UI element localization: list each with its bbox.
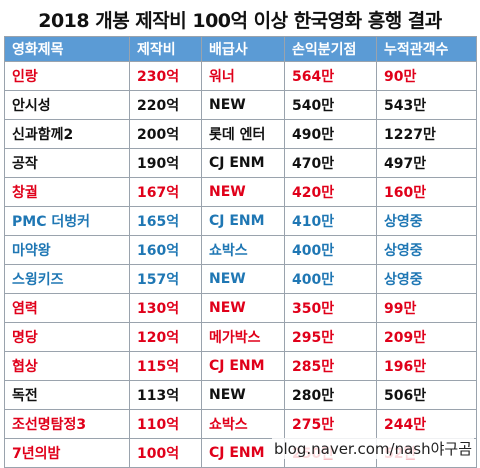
cell-distributor: 롯데 엔터 [201, 119, 285, 149]
table-row: 독전 113억 NEW 280만 506만 [4, 380, 477, 410]
cell-budget: 230억 [129, 61, 202, 91]
watermark: blog.naver.com/nash야구곰 [271, 438, 474, 459]
header-movie-title: 영화제목 [4, 36, 130, 62]
cell-distributor: 워너 [201, 61, 285, 91]
header-budget: 제작비 [129, 36, 202, 62]
cell-distributor: NEW [201, 293, 285, 323]
cell-audience: 543만 [376, 90, 477, 120]
cell-budget: 113억 [129, 380, 202, 410]
cell-budget: 165억 [129, 206, 202, 236]
cell-movie-title: 창궐 [4, 177, 130, 207]
cell-movie-title: 염력 [4, 293, 130, 323]
cell-budget: 100억 [129, 438, 202, 468]
cell-budget: 115억 [129, 351, 202, 381]
cell-distributor: CJ ENM [201, 206, 285, 236]
cell-audience: 상영중 [376, 235, 477, 265]
cell-movie-title: 7년의밤 [4, 438, 130, 468]
cell-distributor: 쇼박스 [201, 235, 285, 265]
table-row: 안시성 220억 NEW 540만 543만 [4, 90, 477, 120]
table-row: 마약왕 160억 쇼박스 400만 상영중 [4, 235, 477, 265]
cell-breakeven: 540만 [284, 90, 377, 120]
cell-movie-title: 신과함께2 [4, 119, 130, 149]
cell-breakeven: 400만 [284, 235, 377, 265]
cell-audience: 90만 [376, 61, 477, 91]
cell-audience: 196만 [376, 351, 477, 381]
cell-audience: 506만 [376, 380, 477, 410]
header-distributor: 배급사 [201, 36, 285, 62]
cell-breakeven: 410만 [284, 206, 377, 236]
cell-distributor: CJ ENM [201, 351, 285, 381]
cell-budget: 130억 [129, 293, 202, 323]
cell-audience: 99만 [376, 293, 477, 323]
table-row: PMC 더벙커 165억 CJ ENM 410만 상영중 [4, 206, 477, 236]
cell-breakeven: 470만 [284, 148, 377, 178]
cell-budget: 220억 [129, 90, 202, 120]
cell-audience: 상영중 [376, 206, 477, 236]
page-title: 2018 개봉 제작비 100억 이상 한국영화 흥행 결과 [38, 10, 442, 32]
cell-movie-title: 인랑 [4, 61, 130, 91]
cell-budget: 167억 [129, 177, 202, 207]
cell-movie-title: 마약왕 [4, 235, 130, 265]
table-row: 스윙키즈 157억 NEW 400만 상영중 [4, 264, 477, 294]
table-row: 명당 120억 메가박스 295만 209만 [4, 322, 477, 352]
cell-movie-title: 스윙키즈 [4, 264, 130, 294]
cell-breakeven: 490만 [284, 119, 377, 149]
cell-movie-title: 공작 [4, 148, 130, 178]
cell-distributor: 쇼박스 [201, 409, 285, 439]
cell-movie-title: 안시성 [4, 90, 130, 120]
header-breakeven: 손익분기점 [284, 36, 377, 62]
cell-budget: 190억 [129, 148, 202, 178]
cell-audience: 209만 [376, 322, 477, 352]
cell-movie-title: 독전 [4, 380, 130, 410]
table-header-row: 영화제목 제작비 배급사 손익분기점 누적관객수 [4, 36, 477, 62]
cell-budget: 200억 [129, 119, 202, 149]
cell-audience: 160만 [376, 177, 477, 207]
cell-audience: 244만 [376, 409, 477, 439]
cell-budget: 157억 [129, 264, 202, 294]
cell-distributor: NEW [201, 177, 285, 207]
cell-distributor: NEW [201, 380, 285, 410]
table-row: 염력 130억 NEW 350만 99만 [4, 293, 477, 323]
cell-movie-title: 명당 [4, 322, 130, 352]
cell-budget: 110억 [129, 409, 202, 439]
cell-distributor: NEW [201, 264, 285, 294]
header-audience: 누적관객수 [376, 36, 477, 62]
cell-audience: 상영중 [376, 264, 477, 294]
cell-breakeven: 420만 [284, 177, 377, 207]
cell-distributor: NEW [201, 90, 285, 120]
cell-breakeven: 350만 [284, 293, 377, 323]
cell-budget: 120억 [129, 322, 202, 352]
table-row: 공작 190억 CJ ENM 470만 497만 [4, 148, 477, 178]
cell-breakeven: 295만 [284, 322, 377, 352]
cell-movie-title: PMC 더벙커 [4, 206, 130, 236]
box-office-table: 영화제목 제작비 배급사 손익분기점 누적관객수 인랑 230억 워너 564만 90만… [4, 36, 477, 468]
cell-movie-title: 조선명탐정3 [4, 409, 130, 439]
cell-distributor: CJ ENM [201, 148, 285, 178]
cell-distributor: 메가박스 [201, 322, 285, 352]
table-row: 신과함께2 200억 롯데 엔터 490만 1227만 [4, 119, 477, 149]
table-row: 조선명탐정3 110억 쇼박스 275만 244만 [4, 409, 477, 439]
cell-budget: 160억 [129, 235, 202, 265]
cell-breakeven: 564만 [284, 61, 377, 91]
cell-audience: 497만 [376, 148, 477, 178]
cell-movie-title: 협상 [4, 351, 130, 381]
table-row: 창궐 167억 NEW 420만 160만 [4, 177, 477, 207]
table-row: 인랑 230억 워너 564만 90만 [4, 61, 477, 91]
cell-breakeven: 280만 [284, 380, 377, 410]
table-row: 협상 115억 CJ ENM 285만 196만 [4, 351, 477, 381]
cell-breakeven: 285만 [284, 351, 377, 381]
cell-breakeven: 400만 [284, 264, 377, 294]
cell-breakeven: 275만 [284, 409, 377, 439]
cell-audience: 1227만 [376, 119, 477, 149]
